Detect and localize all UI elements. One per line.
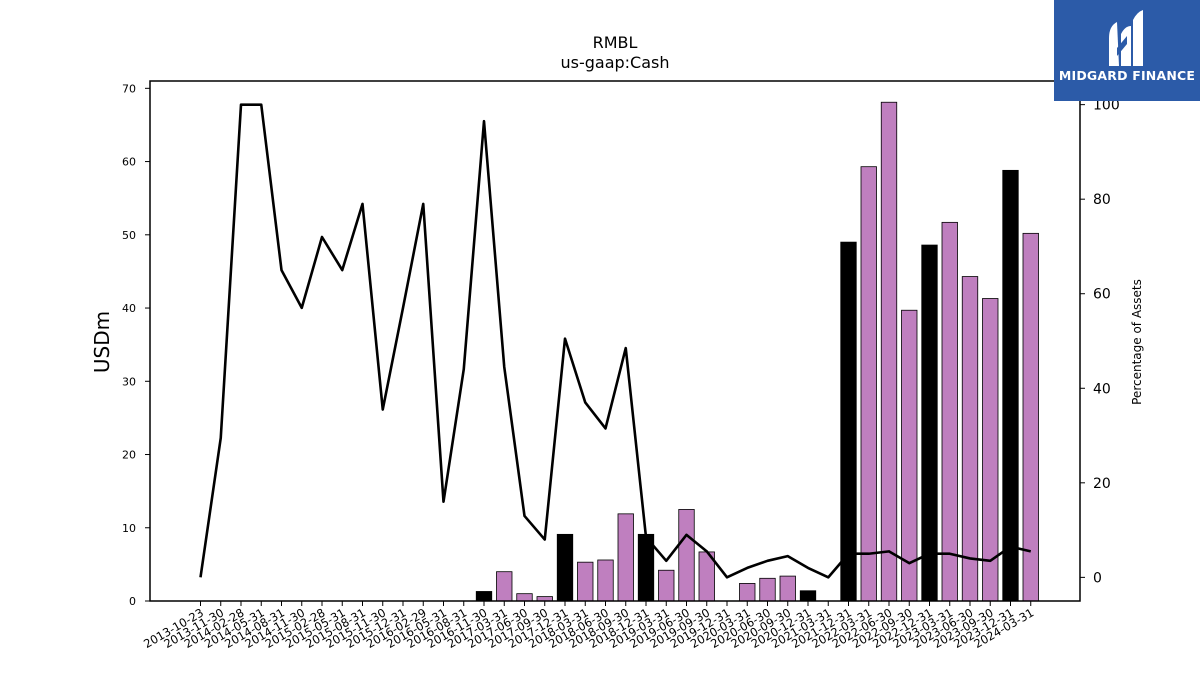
y2-tick-label: 100: [1093, 98, 1120, 114]
logo-mark-icon: [1109, 10, 1143, 66]
bar: [678, 509, 695, 602]
axes: 0102030405060700204060801002013-10-23201…: [122, 80, 1120, 651]
bar-series: [475, 101, 1039, 602]
midgard-finance-logo: MIDGARD FINANCE: [1054, 0, 1200, 101]
bar: [901, 309, 918, 602]
bar: [475, 591, 493, 602]
bar: [961, 276, 979, 602]
line-series: [199, 103, 1032, 579]
bar: [880, 101, 898, 602]
bar: [941, 221, 958, 602]
chart-subtitle: us-gaap:Cash: [560, 53, 669, 72]
y-tick-label: 0: [129, 595, 136, 608]
bar: [556, 533, 574, 602]
bar: [921, 244, 938, 602]
bar: [799, 590, 817, 602]
y2-tick-label: 40: [1093, 381, 1111, 397]
bar: [840, 241, 857, 602]
y-tick-label: 40: [122, 302, 136, 315]
y-tick-label: 60: [122, 156, 136, 169]
bar: [577, 561, 594, 602]
bar: [617, 513, 634, 602]
y-tick-label: 20: [122, 449, 136, 462]
percentage-line: [199, 103, 1032, 579]
chart-title: RMBL: [593, 33, 638, 52]
logo-text: MIDGARD FINANCE: [1058, 68, 1196, 83]
y-tick-label: 50: [122, 229, 136, 242]
y-tick-label: 70: [122, 82, 136, 95]
bar: [658, 569, 675, 602]
y-tick-label: 30: [122, 375, 136, 388]
plot-frame: [149, 80, 1081, 602]
y2-tick-label: 20: [1093, 476, 1111, 492]
bar: [759, 577, 776, 602]
bar: [1002, 169, 1019, 602]
y2-tick-label: 0: [1093, 570, 1102, 586]
bar: [739, 583, 756, 602]
y2-tick-label: 80: [1093, 192, 1111, 208]
y-tick-label: 10: [122, 522, 136, 535]
bar: [516, 593, 533, 602]
bar: [860, 166, 877, 602]
bar: [597, 559, 614, 602]
y-axis-label: USDm: [90, 311, 114, 373]
y2-tick-label: 60: [1093, 287, 1111, 303]
bar: [496, 571, 513, 602]
bar: [1022, 232, 1039, 602]
bar: [779, 575, 796, 602]
y2-axis-label: Percentage of Assets: [1130, 279, 1144, 405]
